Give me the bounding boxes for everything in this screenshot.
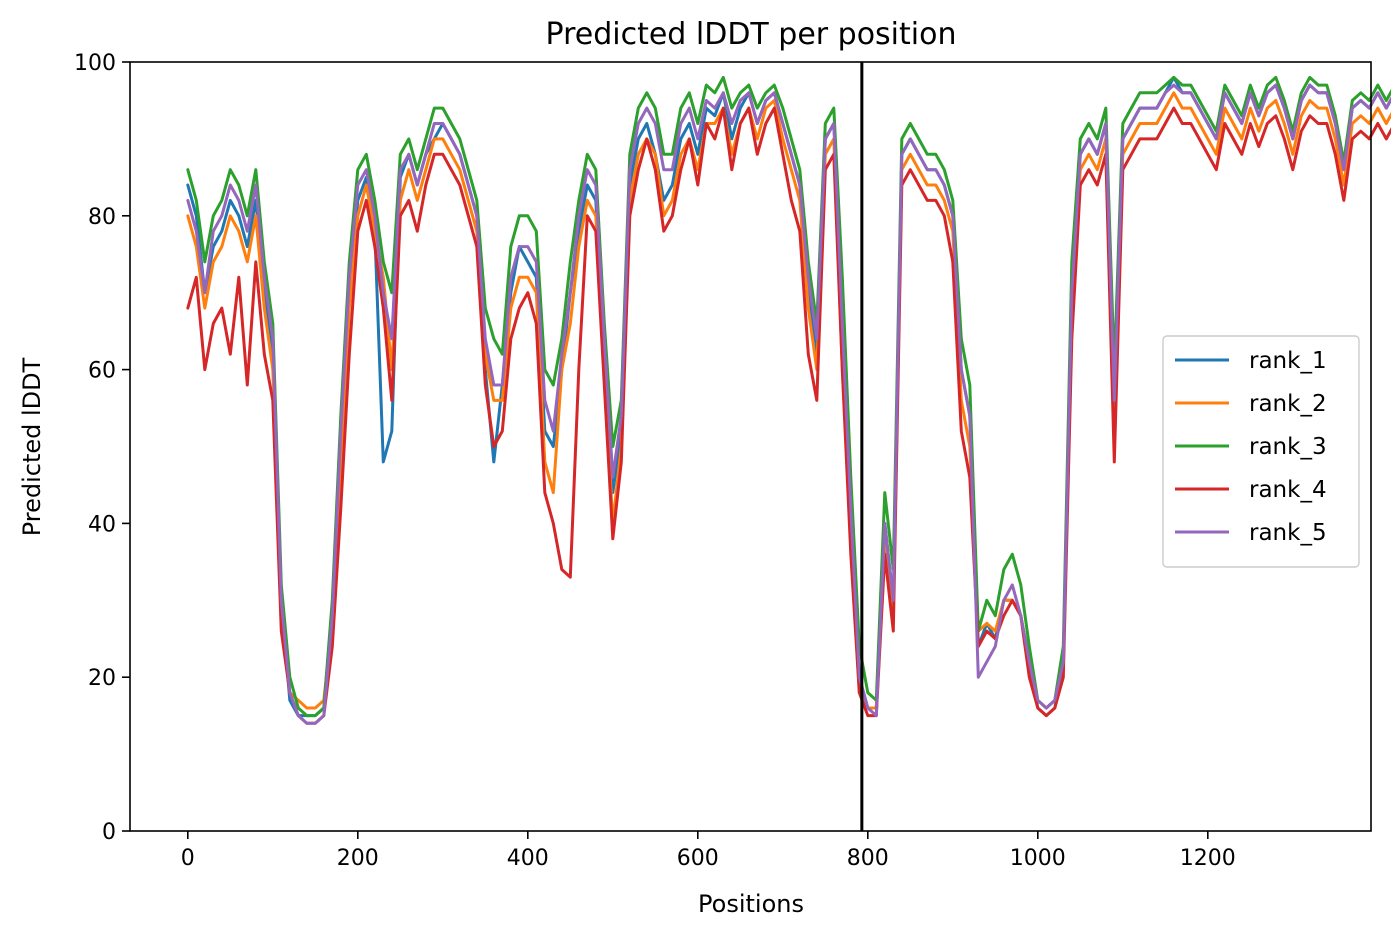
x-tick-label: 400 [507,846,549,871]
axis-ticks: 0 200 400 600 800 1000 1200 0 20 40 60 80 100 [74,51,1236,871]
y-axis-label: Predicted lDDT [18,357,46,536]
series-lines [186,75,1391,725]
chart-title: Predicted lDDT per position [546,17,957,52]
x-tick-label: 0 [181,846,195,871]
y-tick-label: 60 [88,359,116,384]
x-tick-label: 800 [847,846,889,871]
x-tick-label: 1000 [1010,846,1066,871]
y-tick-label: 40 [88,512,116,537]
x-tick-label: 200 [337,846,379,871]
y-tick-label: 0 [102,820,116,845]
legend-label: rank_1 [1249,348,1327,374]
legend-label: rank_5 [1249,520,1327,546]
x-axis-label: Positions [698,890,804,918]
legend-label: rank_4 [1249,477,1327,503]
series-line-rank-3 [186,75,1391,718]
y-tick-label: 80 [88,205,116,230]
series-line-rank-4 [186,106,1391,725]
y-tick-label: 20 [88,666,116,691]
x-tick-label: 600 [677,846,719,871]
legend: rank_1 rank_2 rank_3 rank_4 rank_5 [1162,335,1360,568]
y-tick-label: 100 [74,51,116,76]
x-tick-label: 1200 [1180,846,1236,871]
legend-label: rank_3 [1249,434,1327,460]
legend-box [1162,335,1360,568]
series-line-rank-5 [186,83,1391,725]
legend-label: rank_2 [1249,391,1327,417]
plot-area-frame [129,61,1372,832]
